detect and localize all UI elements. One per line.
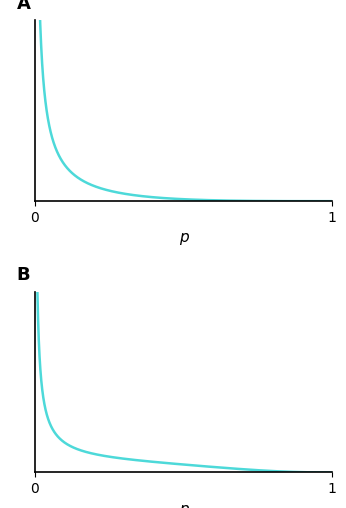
Text: B: B	[17, 266, 30, 284]
X-axis label: p: p	[179, 231, 188, 245]
X-axis label: p: p	[179, 502, 188, 508]
Text: A: A	[17, 0, 31, 13]
